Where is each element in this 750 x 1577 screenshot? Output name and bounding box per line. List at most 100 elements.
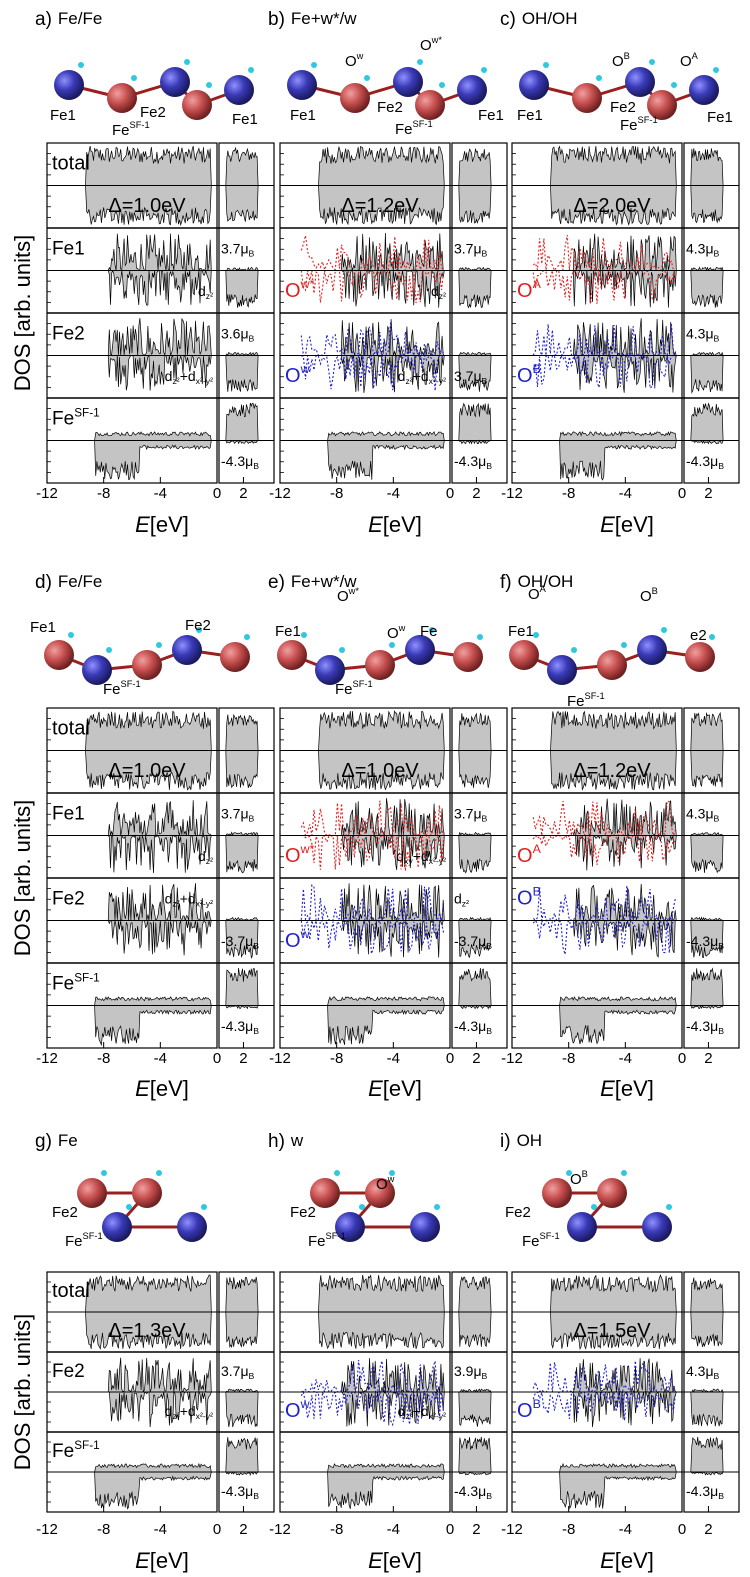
text-run: w <box>300 927 310 941</box>
dos-fill <box>47 269 217 306</box>
dos-fill-side <box>452 270 507 309</box>
atom-label: Fe1 <box>30 619 56 636</box>
text-run: Fe <box>52 1441 74 1462</box>
hydrogen <box>359 1204 365 1210</box>
x-tick-label: -12 <box>269 1521 291 1538</box>
text-run: d <box>198 847 206 863</box>
hydrogen <box>311 62 317 68</box>
text-run: Fe1 <box>275 623 301 640</box>
x-axis-label: E[eV] <box>368 512 422 537</box>
text-run: B <box>533 1397 541 1411</box>
text-run: +d <box>413 367 429 383</box>
hydrogen <box>481 67 487 73</box>
subplot-label: OB <box>517 1397 541 1422</box>
text-run: -4.3μ <box>686 932 718 948</box>
dos-fill-side <box>219 185 274 222</box>
dos-fill <box>47 440 217 481</box>
hydrogen <box>206 82 212 88</box>
text-run: B <box>253 1026 259 1036</box>
atom-label: Fe1 <box>290 107 316 124</box>
hydrogen <box>709 634 715 640</box>
atom-sphere <box>315 655 345 685</box>
text-run: d <box>454 890 462 906</box>
dos-fill-side <box>684 711 739 751</box>
hydrogen <box>244 634 250 640</box>
text-run: B <box>718 941 724 951</box>
x-tick-label: -4 <box>154 1521 167 1538</box>
text-run: Fe2 <box>290 1204 316 1221</box>
dos-fill-side <box>684 1436 739 1473</box>
dos-fill <box>280 996 450 1006</box>
text-run: 4.3μ <box>686 325 714 341</box>
hydrogen <box>156 642 162 648</box>
atom-sphere <box>572 83 602 113</box>
subplot-label: Ow* <box>285 842 315 867</box>
x-tick-label: -8 <box>97 485 110 502</box>
dos-fill <box>280 145 450 186</box>
x-tick-label: -8 <box>330 1050 343 1067</box>
dos-fill <box>512 996 682 1006</box>
text-run: +d <box>413 847 429 863</box>
x-tick-label: -4 <box>619 485 632 502</box>
dos-fill <box>512 1462 682 1473</box>
atom-sphere <box>220 642 250 672</box>
text-run: B <box>249 1371 255 1381</box>
text-run: z² <box>172 899 179 909</box>
dos-fill-side <box>452 402 507 441</box>
x-tick-label: 0 <box>678 1050 686 1067</box>
subplot-label: Fe1 <box>52 803 85 824</box>
x-label-unit: [eV] <box>615 512 654 537</box>
hydrogen <box>389 642 395 648</box>
x-label-symbol: E <box>135 512 150 537</box>
dos-fill-side <box>452 185 507 224</box>
dos-fill <box>512 233 682 272</box>
dos-fill <box>47 1471 217 1510</box>
subplot-label: 3.7μB <box>221 805 255 824</box>
atom-label: Ow <box>345 51 364 70</box>
hydrogen <box>106 647 112 653</box>
atom-sphere <box>542 1178 572 1208</box>
x-tick-label: 2 <box>704 485 712 502</box>
text-run: Fe <box>308 1233 326 1250</box>
atom-label: Fe2 <box>505 1204 531 1221</box>
atom-label: Fe1 <box>478 107 504 124</box>
x-tick-label: -12 <box>36 485 58 502</box>
x-label-unit: [eV] <box>615 1548 654 1573</box>
text-run: d <box>398 1403 406 1419</box>
hydrogen <box>417 59 423 65</box>
dos-fill <box>280 232 450 272</box>
atom-sphere <box>224 75 254 105</box>
text-run: O <box>337 588 349 605</box>
hydrogen <box>248 67 254 73</box>
x-tick-label: 2 <box>239 1521 247 1538</box>
x-tick-label: 0 <box>446 1521 454 1538</box>
subplot-label: Ow <box>285 927 310 952</box>
text-run: SF-1 <box>74 1439 100 1452</box>
x-label-symbol: E <box>368 512 383 537</box>
text-run: total <box>52 718 90 740</box>
dos-fill-side <box>219 967 274 1006</box>
panel-name: Fe <box>58 1131 78 1150</box>
text-run: B <box>718 1026 724 1036</box>
text-run: B <box>249 334 255 344</box>
orbital-dos <box>300 268 445 304</box>
text-run: Fe1 <box>707 109 733 126</box>
text-run: -4.3μ <box>686 1017 718 1033</box>
subplot-label: -4.3μB <box>686 1017 724 1036</box>
text-run: B <box>249 814 255 824</box>
text-run: SF-1 <box>326 1231 346 1241</box>
text-run: d <box>198 282 206 298</box>
atom-label: FeSF-1 <box>103 679 141 698</box>
x-label-unit: [eV] <box>383 1076 422 1101</box>
atom-sphere <box>132 650 162 680</box>
text-run: x²-y² <box>429 376 446 386</box>
text-run: x²-y² <box>429 1411 446 1421</box>
text-run: w* <box>300 842 315 856</box>
x-label-symbol: E <box>600 1548 615 1573</box>
x-tick-label: 0 <box>213 485 221 502</box>
subplot-label: Δ=1.0eV <box>108 195 186 217</box>
hydrogen <box>591 1204 597 1210</box>
x-tick-label: -4 <box>387 485 400 502</box>
dos-fill-side <box>452 1276 507 1313</box>
subplot-label: Δ=1.2eV <box>573 760 651 782</box>
